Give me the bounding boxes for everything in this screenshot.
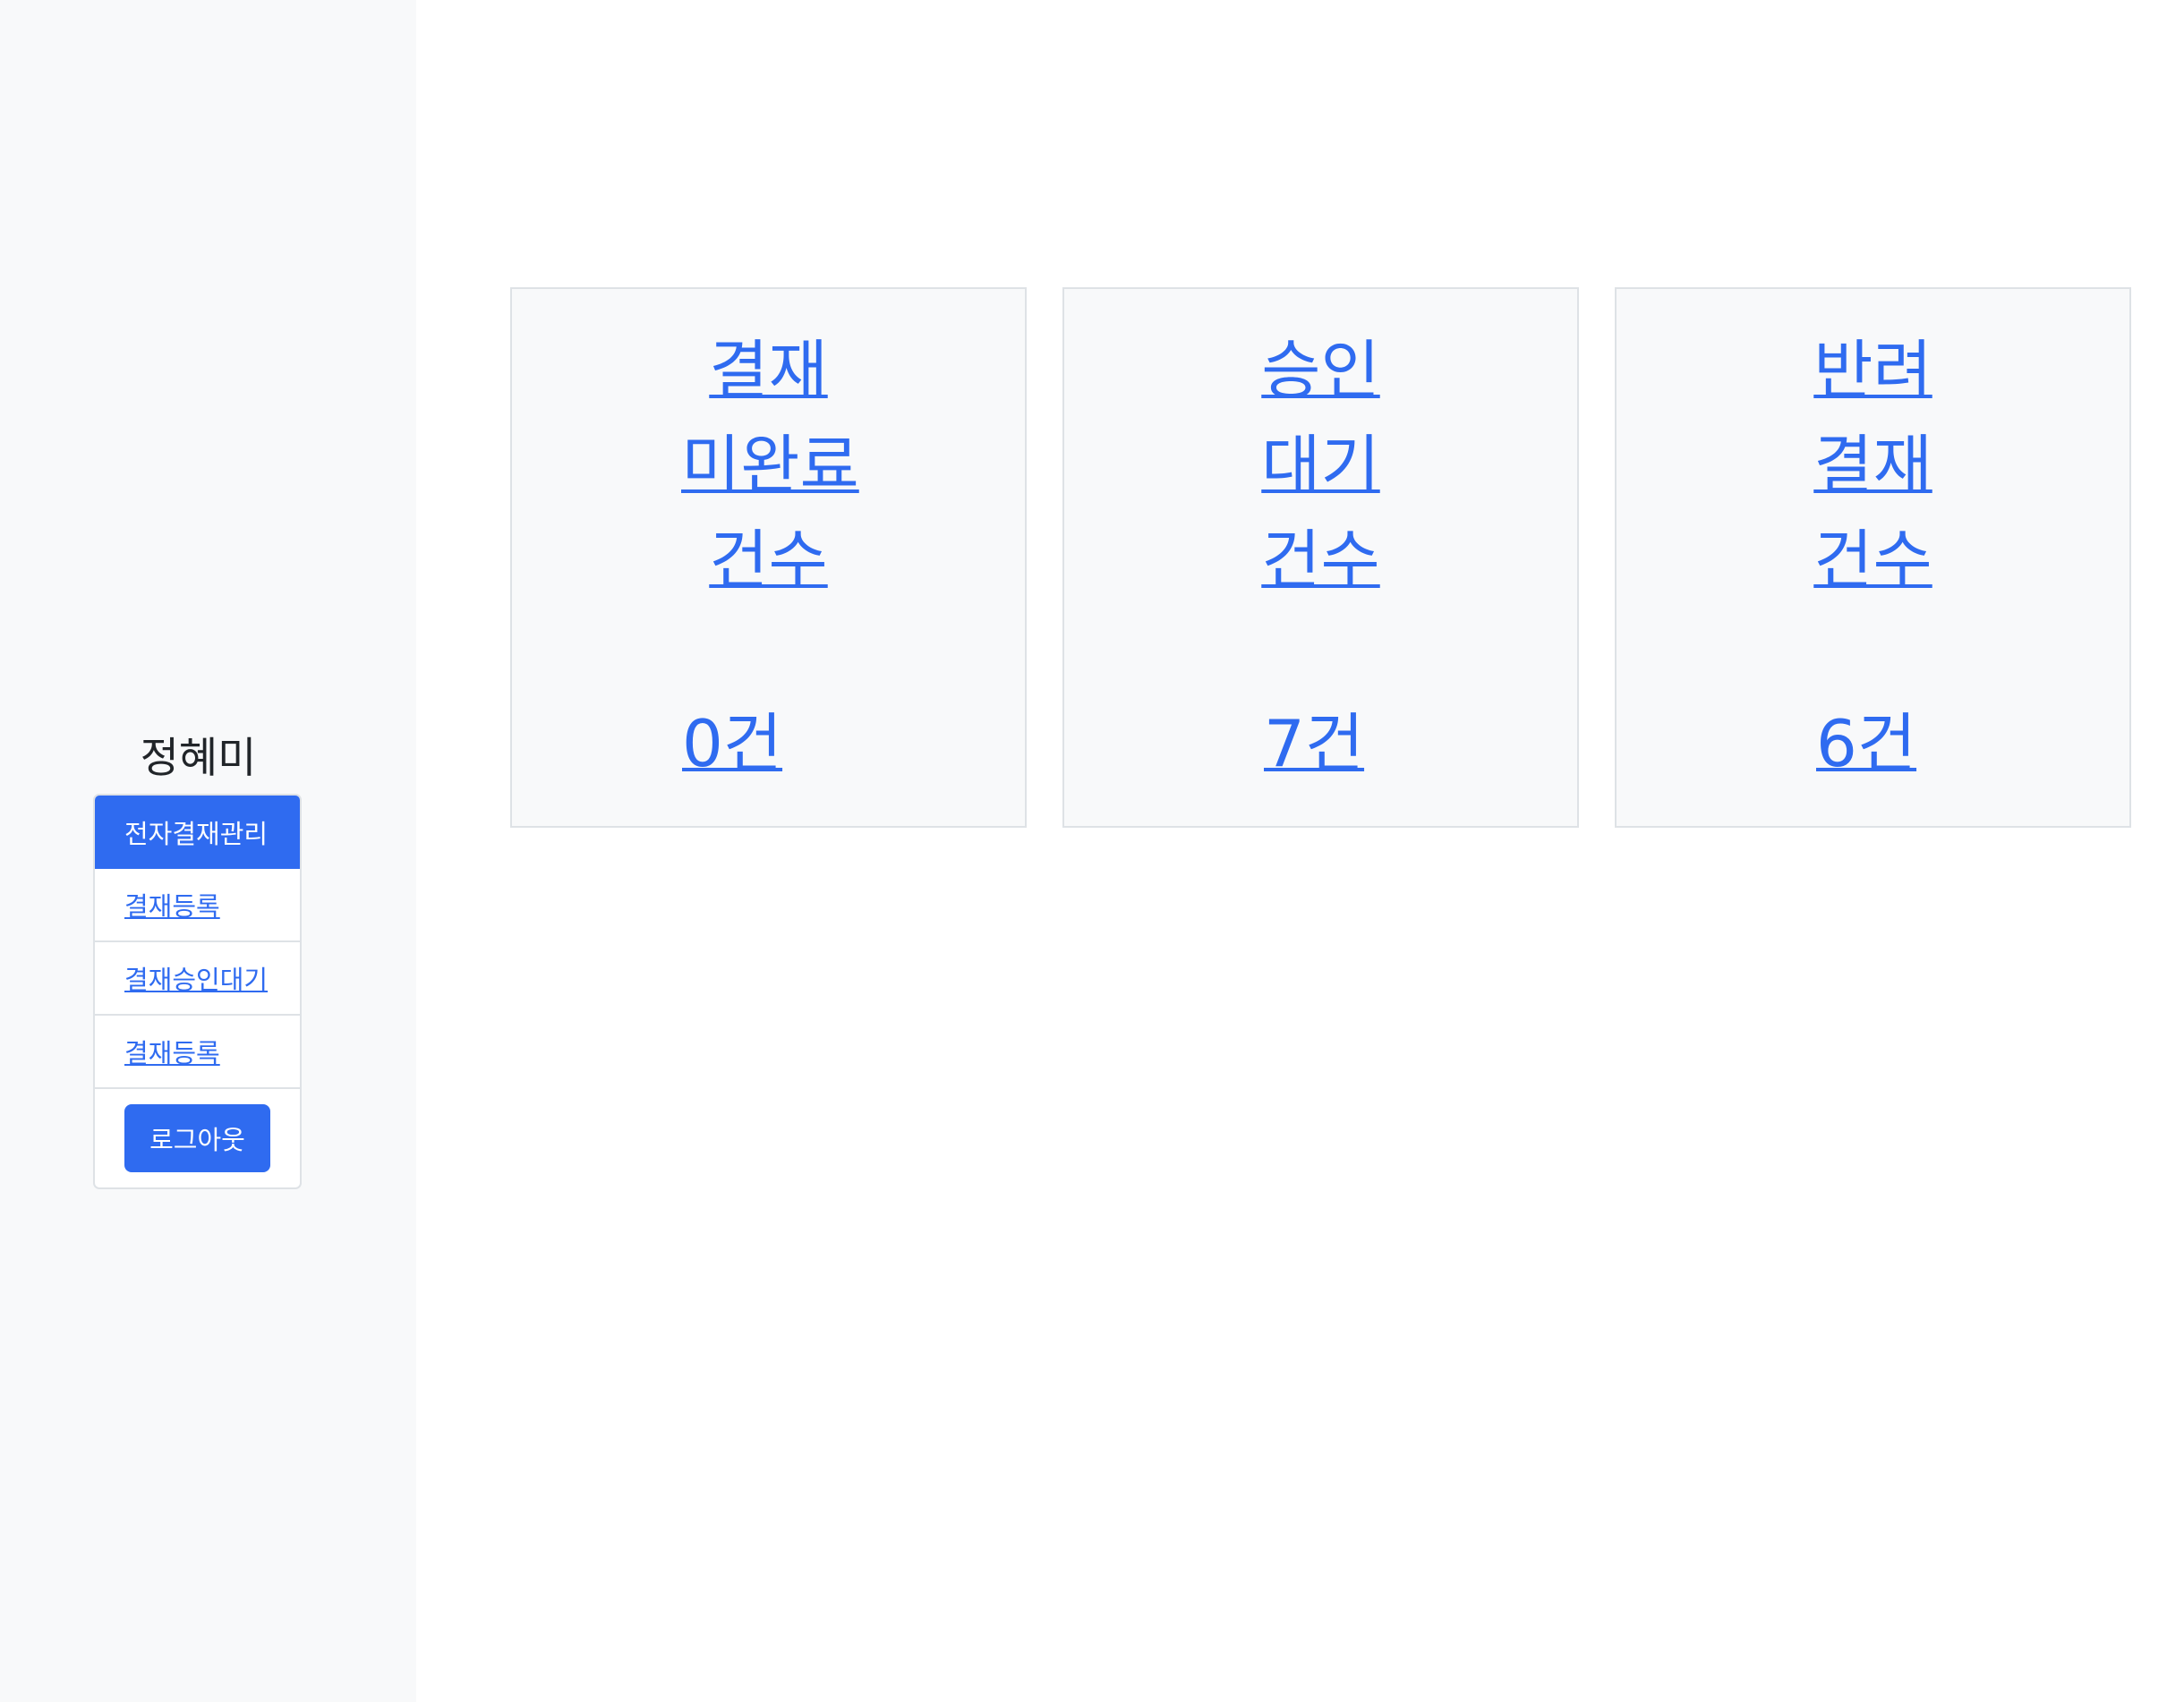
card-title: 결재 미완료 건수 — [512, 323, 1025, 608]
sidebar-menu: 전자결재관리 결재등록 결재승인대기 결재등록 로그아웃 — [93, 794, 302, 1189]
menu-item-approval-register-2: 결재등록 — [95, 1016, 300, 1089]
card-title-link-rejected[interactable]: 반려 결재 건수 — [1813, 333, 1932, 598]
card-title-link-pending[interactable]: 승인 대기 건수 — [1261, 333, 1380, 598]
menu-link-approval-register[interactable]: 결재등록 — [124, 891, 220, 922]
user-name: 정혜미 — [140, 734, 257, 783]
card-pending-approvals: 승인 대기 건수 7건 — [1062, 287, 1579, 828]
menu-item-approval-register: 결재등록 — [95, 869, 300, 942]
card-incomplete-approvals: 결재 미완료 건수 0건 — [510, 287, 1027, 828]
card-count: 6건 — [1816, 696, 1916, 791]
sidebar: 정혜미 전자결재관리 결재등록 결재승인대기 결재등록 로그아웃 — [0, 0, 416, 1702]
card-count: 0건 — [682, 696, 782, 791]
menu-item-approval-pending: 결재승인대기 — [95, 942, 300, 1016]
card-count-link-pending[interactable]: 7건 — [1264, 706, 1365, 781]
menu-link-approval-pending[interactable]: 결재승인대기 — [124, 965, 269, 995]
card-count-link-incomplete[interactable]: 0건 — [682, 706, 783, 781]
card-title-link-incomplete[interactable]: 결재 미완료 건수 — [681, 333, 859, 598]
card-count: 7건 — [1264, 696, 1364, 791]
card-rejected-approvals: 반려 결재 건수 6건 — [1615, 287, 2131, 828]
logout-button[interactable]: 로그아웃 — [124, 1104, 270, 1172]
menu-item-logout: 로그아웃 — [95, 1089, 300, 1187]
menu-link-approval-register-2[interactable]: 결재등록 — [124, 1038, 220, 1068]
card-title: 승인 대기 건수 — [1064, 323, 1577, 608]
card-count-link-rejected[interactable]: 6건 — [1816, 706, 1917, 781]
card-title: 반려 결재 건수 — [1617, 323, 2129, 608]
menu-header-approval-management[interactable]: 전자결재관리 — [95, 796, 300, 869]
